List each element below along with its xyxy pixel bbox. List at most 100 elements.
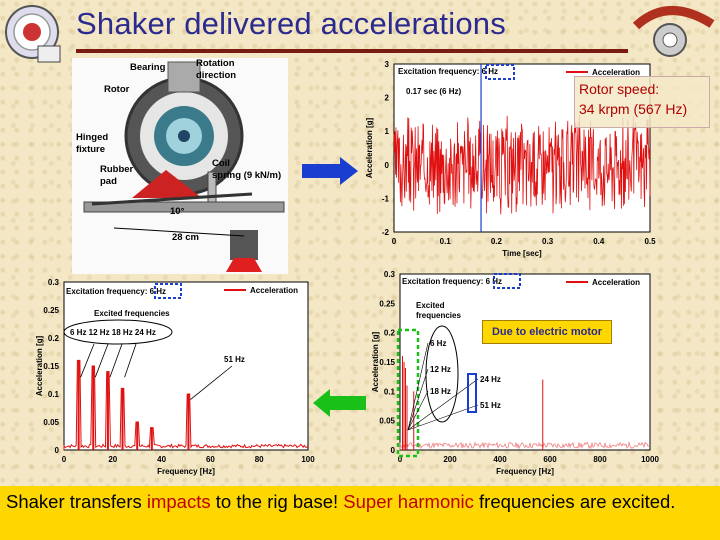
y-tick-label: 0 bbox=[391, 446, 396, 455]
pointer-line bbox=[407, 404, 479, 431]
rotor-speed-line2: 34 krpm (567 Hz) bbox=[579, 101, 688, 117]
label-coil: Coil bbox=[212, 158, 230, 169]
x-axis-label: Frequency [Hz] bbox=[496, 467, 554, 476]
x-axis-label: Time [sec] bbox=[502, 249, 542, 258]
y-tick-label: 0.15 bbox=[379, 358, 395, 367]
bottom-statement: Shaker transfers impacts to the rig base… bbox=[6, 490, 714, 514]
x-tick-label: 600 bbox=[543, 455, 557, 464]
photo-labels: Bearing Rotation direction Rotor Hinged … bbox=[76, 58, 281, 243]
y-tick-label: 0.05 bbox=[379, 417, 395, 426]
x-tick-label: 60 bbox=[206, 455, 215, 464]
rotor-speed-line1: Rotor speed: bbox=[579, 81, 660, 97]
pointer-line bbox=[80, 343, 95, 378]
y-tick-label: 0.25 bbox=[379, 299, 395, 308]
pointer-line bbox=[124, 343, 137, 378]
y-tick-label: 2 bbox=[385, 94, 390, 103]
annotation-frequencies: frequencies bbox=[416, 311, 461, 320]
legend-label: Acceleration bbox=[592, 68, 640, 77]
x-tick-label: 0.5 bbox=[644, 237, 656, 246]
bottom-text-superharmonic: Super harmonic bbox=[343, 491, 474, 512]
x-tick-label: 0 bbox=[398, 455, 403, 464]
annotation-excited: Excited frequencies bbox=[94, 309, 170, 318]
y-tick-label: 0.1 bbox=[48, 390, 60, 399]
x-tick-label: 40 bbox=[157, 455, 166, 464]
label-spring: spring (9 kN/m) bbox=[212, 170, 281, 181]
x-tick-label: 0 bbox=[62, 455, 67, 464]
pointer-line bbox=[94, 343, 109, 378]
y-tick-label: -1 bbox=[382, 194, 390, 203]
x-tick-label: 80 bbox=[255, 455, 264, 464]
blue-highlight-box bbox=[467, 373, 477, 413]
acceleration-series bbox=[63, 359, 309, 450]
bottom-text-2: to the rig base! bbox=[210, 491, 344, 512]
label-rubber: Rubber bbox=[100, 164, 134, 175]
harmonic-label: 6 Hz bbox=[430, 339, 446, 348]
pointer-line bbox=[407, 390, 429, 431]
harmonic-label: 12 Hz bbox=[430, 365, 451, 374]
y-tick-label: 0.15 bbox=[43, 362, 59, 371]
x-tick-label: 100 bbox=[301, 455, 315, 464]
bottom-text-impacts: impacts bbox=[146, 491, 211, 512]
acceleration-series bbox=[399, 440, 651, 450]
annotation-51hz: 51 Hz bbox=[224, 355, 245, 364]
harmonics-ellipse bbox=[63, 319, 173, 345]
label-rotor: Rotor bbox=[104, 84, 130, 95]
x-tick-label: 400 bbox=[493, 455, 507, 464]
x-axis-label: Frequency [Hz] bbox=[157, 467, 215, 476]
rotor-speed-note: Rotor speed: 34 krpm (567 Hz) bbox=[574, 76, 710, 128]
highlight-box bbox=[485, 64, 515, 80]
y-tick-label: 0 bbox=[385, 161, 390, 170]
x-tick-label: 200 bbox=[443, 455, 457, 464]
y-tick-label: 0.3 bbox=[48, 278, 60, 287]
harmonic-label: 18 Hz bbox=[430, 387, 451, 396]
x-tick-label: 20 bbox=[108, 455, 117, 464]
y-tick-label: 0.2 bbox=[48, 334, 60, 343]
y-tick-label: 0.25 bbox=[43, 306, 59, 315]
harmonic-label: 51 Hz bbox=[480, 401, 501, 410]
x-tick-label: 0.4 bbox=[593, 237, 605, 246]
tribology-group-logo bbox=[628, 2, 718, 64]
pointer-line bbox=[109, 343, 123, 378]
y-tick-label: 0.3 bbox=[384, 270, 396, 279]
y-tick-label: 0 bbox=[55, 446, 60, 455]
bottom-text-1: Shaker transfers bbox=[6, 491, 147, 512]
fft-full-chart: 0 200 400 600 800 1000 0 0.05 0.1 0.15 0.2 0.25 0.3 F… bbox=[360, 266, 670, 486]
fft-zoom-chart: 0 20 40 60 80 100 0 0.05 0.1 0.15 0.2 0.25 0.3 Freque… bbox=[22, 272, 322, 486]
arrow-left-icon bbox=[313, 389, 366, 417]
label-hinged: Hinged bbox=[76, 132, 108, 143]
harmonic-label: 24 Hz bbox=[480, 375, 501, 384]
title-underline bbox=[76, 49, 628, 53]
y-axis-label: Acceleration [g] bbox=[365, 117, 374, 178]
university-logo bbox=[2, 2, 64, 64]
x-tick-label: 800 bbox=[593, 455, 607, 464]
bottom-text-3: frequencies are excited. bbox=[473, 491, 676, 512]
label-rotation: Rotation bbox=[196, 58, 235, 69]
x-tick-label: 0.2 bbox=[491, 237, 503, 246]
annotation-excitation: Excitation frequency: 6 Hz bbox=[66, 287, 166, 296]
x-tick-label: 0 bbox=[392, 237, 397, 246]
pointer-line bbox=[407, 368, 429, 431]
arrow-right-icon bbox=[302, 157, 358, 185]
annotation-period: 0.17 sec (6 Hz) bbox=[406, 87, 461, 96]
y-tick-label: 0.1 bbox=[384, 387, 396, 396]
label-direction: direction bbox=[196, 70, 236, 81]
highlight-box bbox=[493, 273, 521, 289]
label-angle: 10° bbox=[170, 206, 185, 217]
legend-label: Acceleration bbox=[592, 278, 640, 287]
labels-ellipse bbox=[425, 325, 459, 423]
acceleration-series bbox=[393, 114, 651, 215]
y-tick-label: 3 bbox=[385, 60, 390, 69]
pointer-line bbox=[190, 365, 233, 400]
label-length: 28 cm bbox=[172, 232, 199, 243]
electric-motor-note: Due to electric motor bbox=[482, 320, 612, 344]
legend-label: Acceleration bbox=[250, 286, 298, 295]
annotation-excited: Excited bbox=[416, 301, 445, 310]
pointer-line bbox=[407, 378, 479, 431]
x-tick-label: 0.3 bbox=[542, 237, 554, 246]
plot-area bbox=[399, 273, 651, 451]
y-tick-label: 0.05 bbox=[43, 418, 59, 427]
y-tick-label: 0.2 bbox=[384, 329, 396, 338]
label-bearing: Bearing bbox=[130, 62, 166, 73]
y-axis-label: Acceleration [g] bbox=[35, 335, 44, 396]
slide-title: Shaker delivered accelerations bbox=[76, 6, 506, 41]
